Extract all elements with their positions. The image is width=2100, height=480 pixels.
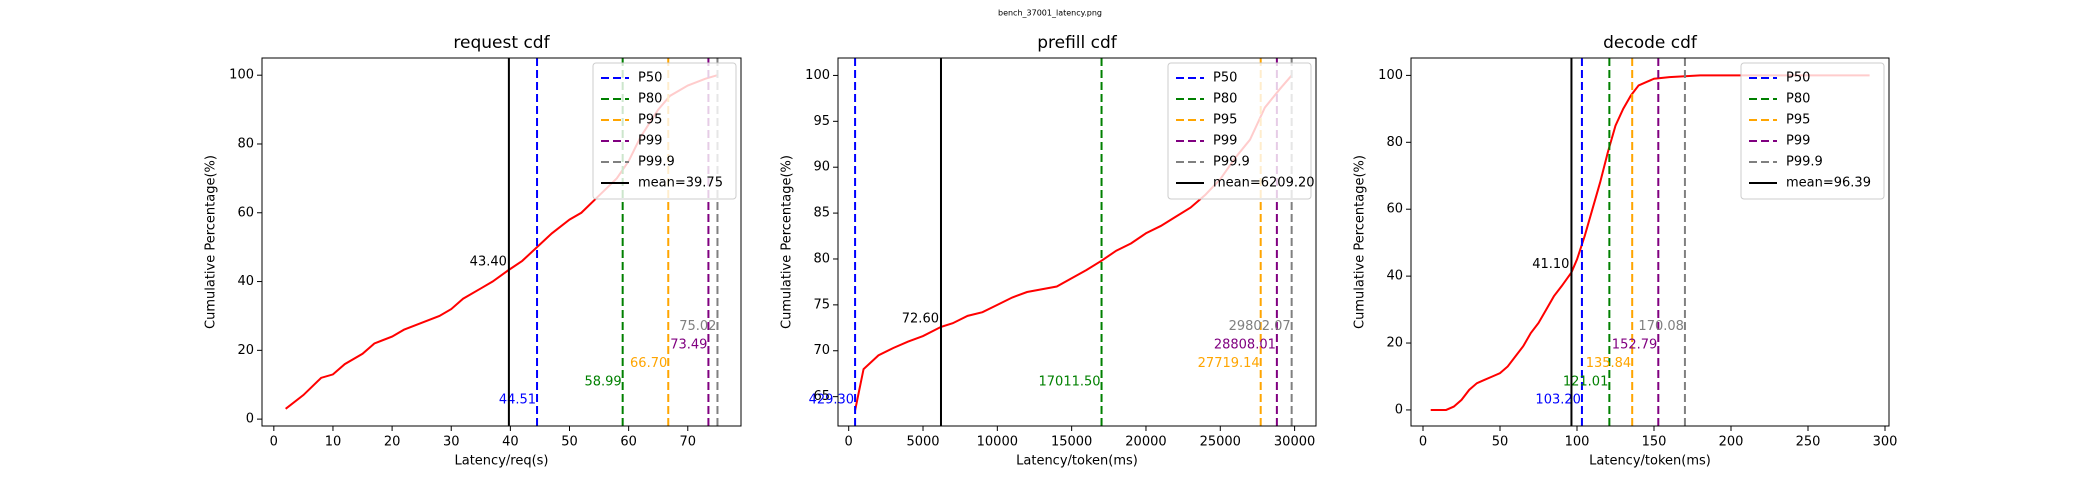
y-tick-label: 0	[246, 412, 254, 427]
x-tick-label: 20	[384, 435, 401, 450]
x-tick-label: 70	[680, 435, 697, 450]
y-tick-label: 40	[237, 274, 254, 289]
y-tick-label: 70	[813, 343, 830, 358]
x-tick-label: 5000	[906, 435, 939, 450]
x-tick-label: 0	[270, 435, 278, 450]
x-tick-label: 20000	[1125, 435, 1166, 450]
x-tick-label: 30000	[1274, 435, 1315, 450]
legend-label: P50	[1213, 71, 1237, 86]
percentile-label: 429.30	[809, 393, 855, 408]
legend-box	[1167, 62, 1312, 200]
mean-annotation: 41.10	[1532, 257, 1569, 272]
legend-label: mean=39.75	[638, 176, 723, 191]
y-tick-label: 80	[1386, 135, 1403, 150]
mean-annotation: 43.40	[470, 254, 507, 269]
y-tick-label: 60	[237, 205, 254, 220]
y-tick-label: 80	[813, 251, 830, 266]
y-tick-label: 60	[1386, 202, 1403, 217]
suptitle: bench_37001_latency.png	[998, 9, 1102, 18]
y-tick-label: 65	[813, 389, 830, 404]
y-tick-label: 85	[813, 206, 830, 221]
percentile-label: 135.84	[1586, 356, 1632, 371]
x-tick-label: 50	[561, 435, 578, 450]
legend-label: P99.9	[1213, 155, 1250, 170]
y-tick-label: 80	[237, 136, 254, 151]
legend-label: P80	[1213, 92, 1237, 107]
percentile-label: 27719.14	[1198, 356, 1260, 371]
x-axis-label: Latency/req(s)	[455, 454, 549, 469]
y-tick-label: 75	[813, 297, 830, 312]
x-tick-label: 50	[1492, 435, 1509, 450]
legend-label: P95	[1786, 113, 1810, 128]
legend-label: mean=6209.20	[1213, 176, 1315, 191]
y-tick-label: 20	[237, 343, 254, 358]
subplot: 103.20 121.01 135.84 152.79 170.08 41.10 P50 P8…	[1353, 33, 1898, 469]
x-tick-label: 25000	[1200, 435, 1241, 450]
y-tick-label: 20	[1386, 336, 1403, 351]
legend-label: P50	[638, 71, 662, 86]
y-tick-label: 0	[1395, 402, 1403, 417]
y-axis-label: Cumulative Percentage(%)	[204, 155, 219, 329]
y-tick-label: 100	[805, 68, 830, 83]
percentile-label: 103.20	[1535, 393, 1581, 408]
legend-label: P99.9	[638, 155, 675, 170]
legend-label: P99	[1213, 134, 1237, 149]
x-axis-label: Latency/token(ms)	[1589, 454, 1711, 469]
percentile-label: 58.99	[584, 374, 621, 389]
y-tick-label: 90	[813, 160, 830, 175]
x-tick-label: 10000	[977, 435, 1018, 450]
y-tick-label: 100	[229, 68, 254, 83]
x-tick-label: 0	[1419, 435, 1427, 450]
y-tick-label: 100	[1378, 68, 1403, 83]
y-axis-label: Cumulative Percentage(%)	[780, 155, 795, 329]
legend-label: P99.9	[1786, 155, 1823, 170]
x-tick-label: 200	[1719, 435, 1744, 450]
subplot-title: decode cdf	[1603, 33, 1698, 53]
legend-label: P99	[1786, 134, 1810, 149]
percentile-label: 170.08	[1638, 319, 1684, 334]
x-axis-label: Latency/token(ms)	[1016, 454, 1138, 469]
percentile-label: 152.79	[1612, 338, 1658, 353]
percentile-label: 28808.01	[1214, 338, 1276, 353]
x-tick-label: 150	[1642, 435, 1667, 450]
percentile-label: 17011.50	[1039, 374, 1101, 389]
axes-frame	[261, 57, 742, 427]
x-tick-label: 300	[1873, 435, 1898, 450]
legend-label: P95	[1213, 113, 1237, 128]
x-tick-label: 250	[1796, 435, 1821, 450]
axes-frame	[837, 57, 1317, 427]
x-tick-label: 30	[443, 435, 460, 450]
x-tick-label: 40	[502, 435, 519, 450]
axes-frame	[1410, 57, 1890, 427]
subplot-title: request cdf	[453, 33, 550, 53]
mean-annotation: 72.60	[902, 311, 939, 326]
legend-box	[1740, 62, 1885, 200]
x-tick-label: 100	[1565, 435, 1590, 450]
legend-label: P99	[638, 134, 662, 149]
percentile-label: 66.70	[630, 356, 667, 371]
x-tick-label: 60	[620, 435, 637, 450]
legend-label: P80	[1786, 92, 1810, 107]
percentile-label: 73.49	[670, 338, 707, 353]
x-tick-label: 0	[845, 435, 853, 450]
cdf-line	[1430, 74, 1870, 411]
y-tick-label: 40	[1386, 269, 1403, 284]
subplot: 429.30 17011.50 27719.14 28808.01 29802.07 72…	[780, 33, 1317, 469]
percentile-label: 44.51	[499, 393, 536, 408]
legend-label: P50	[1786, 71, 1810, 86]
percentile-label: 29802.07	[1229, 319, 1291, 334]
x-tick-label: 10	[325, 435, 342, 450]
legend-label: P95	[638, 113, 662, 128]
y-tick-label: 95	[813, 114, 830, 129]
subplot-title: prefill cdf	[1037, 33, 1118, 53]
legend-box	[592, 62, 737, 200]
x-tick-label: 15000	[1051, 435, 1092, 450]
percentile-label: 75.02	[679, 319, 716, 334]
percentile-label: 121.01	[1563, 374, 1609, 389]
y-axis-label: Cumulative Percentage(%)	[1353, 155, 1368, 329]
legend-label: mean=96.39	[1786, 176, 1871, 191]
legend-label: P80	[638, 92, 662, 107]
